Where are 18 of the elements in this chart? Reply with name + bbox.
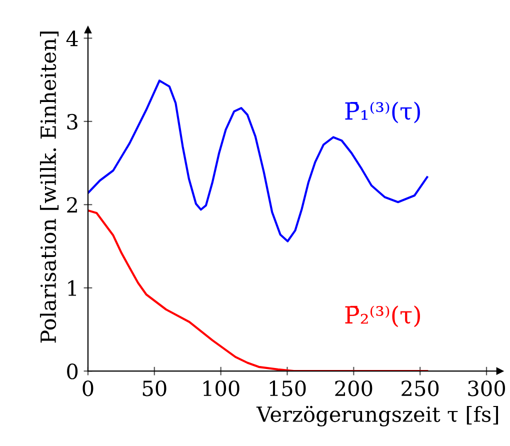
x-tick-label: 200: [335, 380, 372, 396]
y-tick-label: 3: [67, 114, 78, 130]
x-tick-label: 0: [82, 380, 94, 396]
y-tick-label: 0: [67, 364, 78, 380]
x-tick-label: 150: [270, 380, 306, 396]
line-series: [88, 80, 428, 242]
series-label: P̄₁⁽³⁾(τ): [345, 102, 420, 124]
x-axis-title: Verzögerungszeit τ [fs]: [256, 406, 498, 426]
y-tick-label: 4: [66, 30, 78, 46]
x-tick-label: 100: [203, 380, 240, 396]
x-tick-label: 50: [142, 380, 166, 396]
y-tick-label: 2: [67, 197, 77, 213]
y-tick-label: 1: [68, 280, 76, 296]
line-series: [88, 209, 428, 372]
x-tick-label: 300: [468, 380, 506, 396]
y-axis-title: Polarisation [willk. Einheiten]: [40, 32, 59, 343]
x-tick-label: 250: [402, 380, 439, 396]
series-label: P̄₂⁽³⁾(τ): [345, 306, 420, 328]
